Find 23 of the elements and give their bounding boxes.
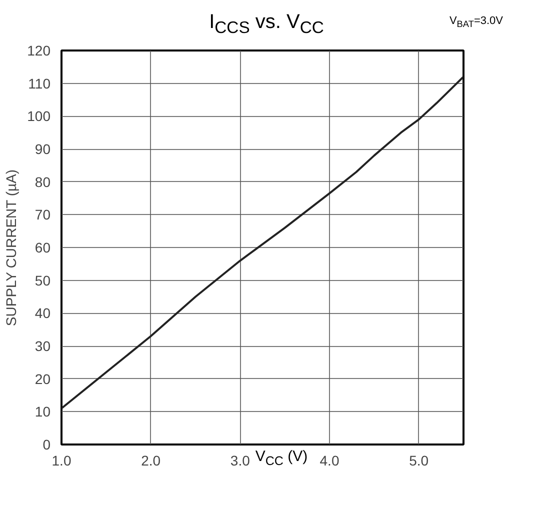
x-tick-label: 5.0	[409, 452, 429, 468]
x-tick-label: 1.0	[52, 452, 72, 468]
x-tick-label: 2.0	[141, 452, 161, 468]
y-tick-label: 90	[34, 141, 51, 157]
y-axis-title: SUPPLY CURRENT (µA)	[3, 169, 20, 326]
y-tick-label: 10	[34, 404, 51, 420]
line-series	[62, 76, 464, 410]
y-tick-label: 0	[42, 436, 51, 452]
y-tick-label: 60	[34, 240, 51, 256]
text: V$_{BAT}$=3.0V	[449, 14, 503, 32]
y-tick-label: 110	[28, 75, 51, 92]
y-tick-label: 70	[34, 206, 51, 223]
y-tick-label: 50	[34, 272, 51, 288]
x-tick-label: 3.0	[230, 452, 250, 468]
chart-title: I$_{CCS}$ vs. V$_{CC}$	[209, 11, 324, 37]
y-tick-label: 80	[34, 174, 51, 190]
y-tick-label: 30	[34, 338, 51, 354]
y-tick-label: 100	[27, 108, 51, 124]
y-tick-label: 120	[27, 42, 51, 58]
x-axis-title: V$_{CC}$ (V)	[255, 448, 308, 468]
y-tick-label: 20	[34, 370, 51, 387]
x-tick-label: 4.0	[320, 452, 340, 468]
y-tick-label: 40	[34, 305, 51, 322]
